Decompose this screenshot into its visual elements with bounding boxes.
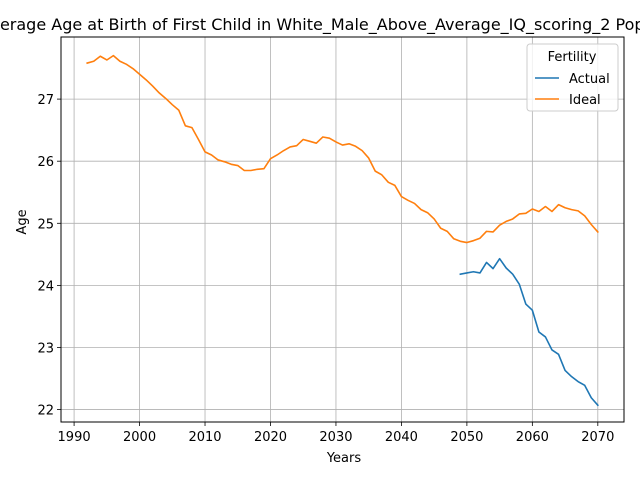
series-line-actual xyxy=(459,257,599,407)
x-axis-label: Years xyxy=(326,451,362,466)
x-tick-label: 2030 xyxy=(319,430,352,445)
series-lines xyxy=(86,54,599,407)
legend-title: Fertility xyxy=(548,50,597,65)
y-tick-label: 26 xyxy=(37,155,54,170)
legend: Fertility Actual Ideal xyxy=(526,43,619,112)
y-tick-label: 27 xyxy=(37,93,54,108)
legend-entries: Actual Ideal xyxy=(535,72,610,108)
x-tick-label: 2020 xyxy=(254,430,287,445)
x-tick-label: 2050 xyxy=(450,430,483,445)
y-tick-label: 23 xyxy=(37,341,54,356)
legend-box xyxy=(526,43,619,112)
series-line-ideal xyxy=(86,54,599,244)
y-axis-label: Age xyxy=(15,209,30,234)
x-tick-label: 1990 xyxy=(58,430,91,445)
y-tick-label: 24 xyxy=(37,279,54,294)
chart-title: Average Age at Birth of First Child in W… xyxy=(0,15,640,35)
axis-ticks: 1990 2000 2010 2020 2030 2040 2050 2060 2070 22 23… xyxy=(37,93,614,445)
x-tick-label: 2040 xyxy=(385,430,418,445)
x-tick-label: 2000 xyxy=(123,430,156,445)
legend-label-actual: Actual xyxy=(569,72,610,87)
x-tick-label: 2070 xyxy=(581,430,614,445)
y-tick-label: 25 xyxy=(37,217,54,232)
y-tick-label: 22 xyxy=(37,404,54,419)
plot-frame xyxy=(60,36,625,423)
x-tick-label: 2060 xyxy=(516,430,549,445)
legend-label-ideal: Ideal xyxy=(569,93,601,108)
x-tick-label: 2010 xyxy=(188,430,221,445)
